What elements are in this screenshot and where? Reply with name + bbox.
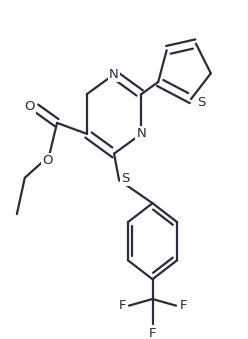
Text: F: F [118, 299, 126, 312]
Text: F: F [149, 326, 156, 339]
Text: O: O [25, 100, 35, 113]
Text: O: O [42, 154, 52, 167]
Text: S: S [121, 172, 129, 185]
Text: N: N [109, 68, 119, 81]
Text: F: F [179, 299, 187, 312]
Text: N: N [136, 127, 146, 140]
Text: S: S [197, 96, 205, 109]
